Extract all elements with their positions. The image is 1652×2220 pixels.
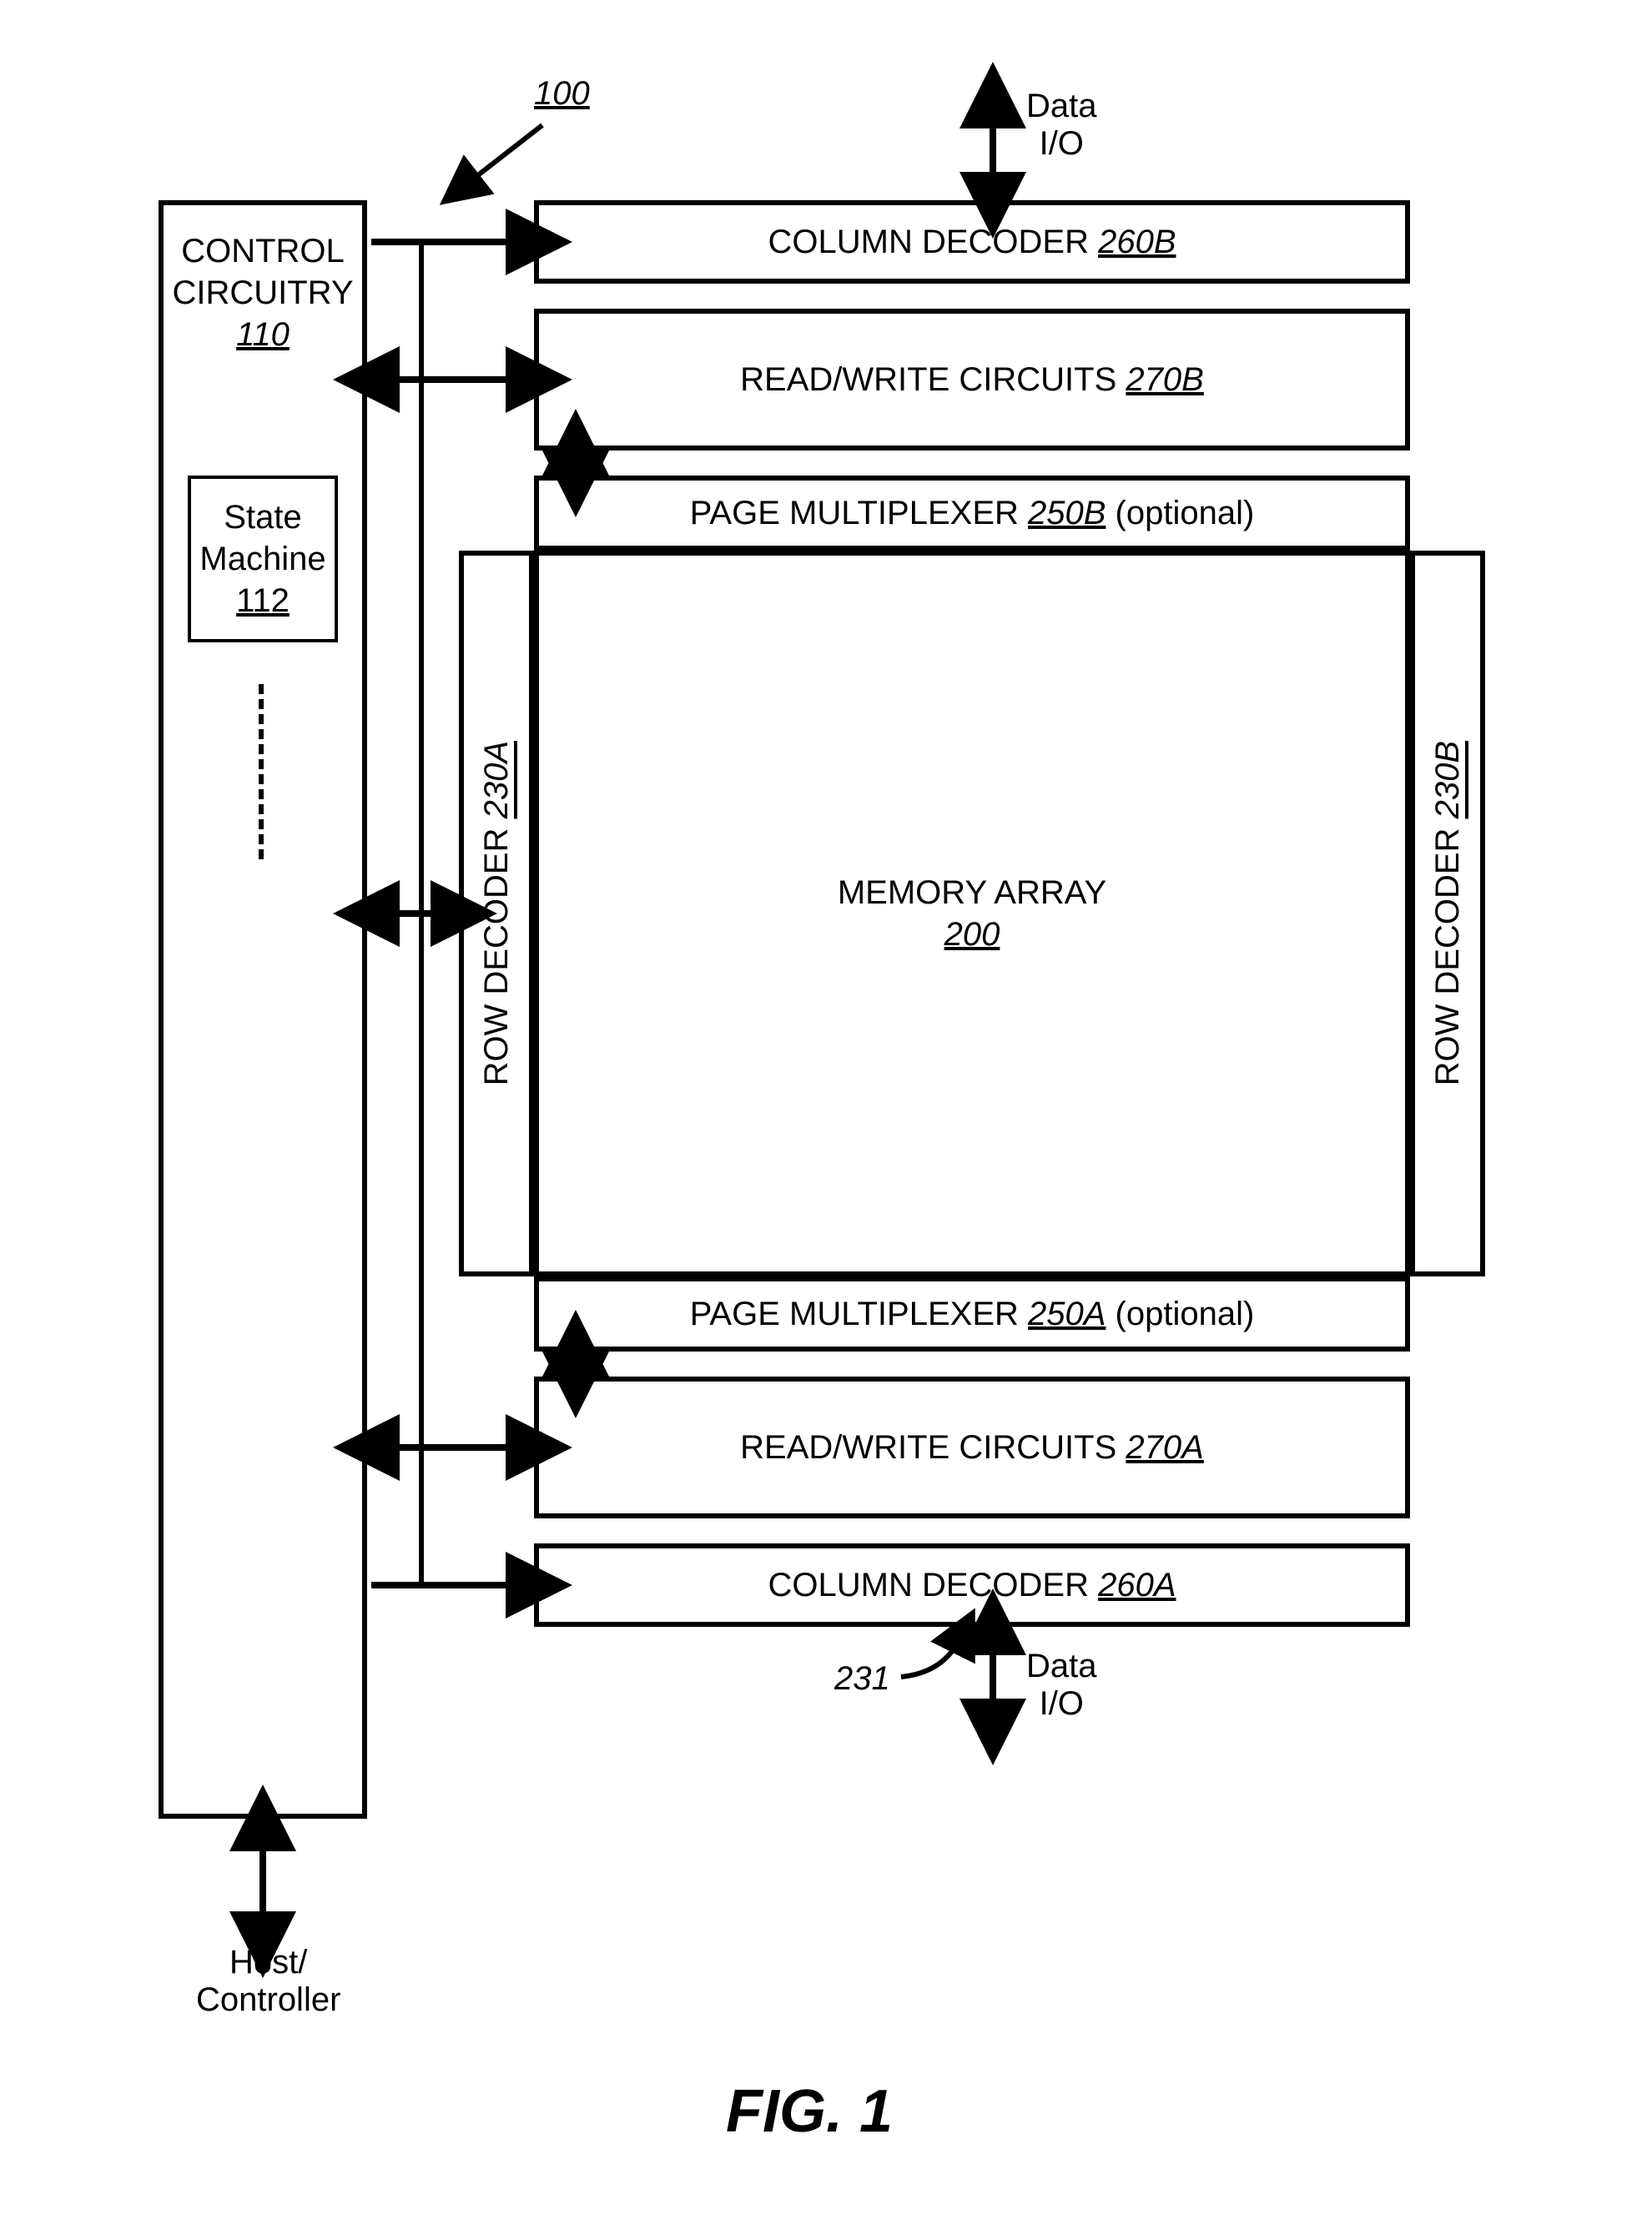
row-decoder-right: ROW DECODER 230B — [1410, 551, 1485, 1276]
data-io-top: Data I/O — [1026, 88, 1097, 163]
col-dec-bot-label: COLUMN DECODER 260A — [768, 1564, 1176, 1606]
col-dec-top-label: COLUMN DECODER 260B — [768, 221, 1176, 263]
memory-array: MEMORY ARRAY 200 — [534, 551, 1410, 1276]
dashed-line — [259, 684, 264, 859]
control-ref: 110 — [236, 314, 290, 355]
rw-bot-label: READ/WRITE CIRCUITS 270A — [740, 1427, 1204, 1468]
figure-caption: FIG. 1 — [726, 2077, 893, 2146]
state-machine-block: State Machine 112 — [188, 476, 338, 642]
control-circuitry-block: CONTROL CIRCUITRY 110 — [159, 200, 367, 1819]
row-left-label: ROW DECODER 230A — [476, 741, 517, 1085]
rw-circuits-top: READ/WRITE CIRCUITS 270B — [534, 309, 1410, 451]
mux-top-label: PAGE MULTIPLEXER 250B (optional) — [690, 492, 1255, 534]
fig-ref-100: 100 — [534, 75, 590, 113]
data-io-bottom: Data I/O — [1026, 1648, 1097, 1723]
row-decoder-left: ROW DECODER 230A — [459, 551, 534, 1276]
page-mux-bottom: PAGE MULTIPLEXER 250A (optional) — [534, 1276, 1410, 1352]
mem-ref: 200 — [944, 914, 1000, 955]
mux-bot-label: PAGE MULTIPLEXER 250A (optional) — [690, 1293, 1255, 1335]
row-right-label: ROW DECODER 230B — [1427, 741, 1468, 1085]
control-title: CONTROL CIRCUITRY — [172, 230, 353, 314]
rw-circuits-bottom: READ/WRITE CIRCUITS 270A — [534, 1377, 1410, 1518]
column-decoder-bottom: COLUMN DECODER 260A — [534, 1543, 1410, 1627]
page-mux-top: PAGE MULTIPLEXER 250B (optional) — [534, 476, 1410, 551]
state-machine-label: State Machine — [199, 496, 325, 580]
host-controller-label: Host/ Controller — [196, 1944, 340, 2019]
state-machine-ref: 112 — [236, 580, 290, 622]
mem-label: MEMORY ARRAY — [838, 872, 1106, 914]
rw-top-label: READ/WRITE CIRCUITS 270B — [740, 359, 1204, 400]
column-decoder-top: COLUMN DECODER 260B — [534, 200, 1410, 284]
ref-231: 231 — [834, 1660, 890, 1698]
